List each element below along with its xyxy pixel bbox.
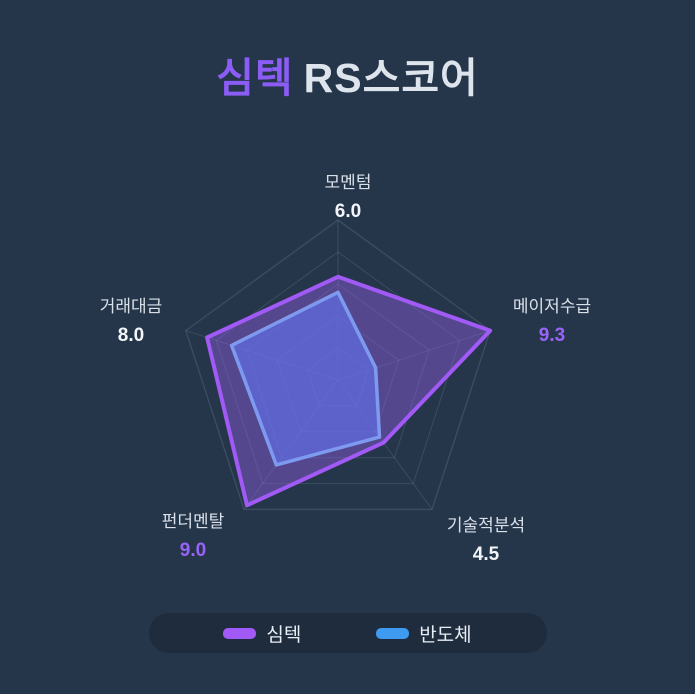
title-suffix: RS스코어 — [303, 55, 479, 101]
legend-swatch-blue — [376, 627, 410, 639]
axis-trading-value: 거래대금 8.0 — [100, 296, 163, 348]
axis-fundamental: 펀더멘탈 9.0 — [162, 511, 225, 563]
axis-value: 9.3 — [538, 325, 566, 347]
axis-value: 6.0 — [334, 201, 362, 223]
axis-label: 펀더멘탈 — [161, 512, 225, 531]
axis-label: 메이저수급 — [512, 297, 592, 316]
axis-label: 거래대금 — [99, 297, 163, 316]
axis-label: 모멘텀 — [324, 173, 372, 192]
axis-value: 9.0 — [179, 540, 207, 562]
legend-label: 반도체 — [419, 624, 472, 646]
legend-item-semiconductor[interactable]: 반도체 — [376, 620, 472, 647]
legend-item-simtech[interactable]: 심텍 — [223, 620, 301, 647]
axis-major-supply: 메이저수급 9.3 — [513, 296, 591, 348]
legend-label: 심텍 — [266, 624, 302, 646]
legend-swatch-purple — [223, 627, 257, 639]
legend: 심텍 반도체 — [148, 613, 547, 653]
axis-momentum: 모멘텀 6.0 — [325, 172, 372, 224]
axis-label: 기술적분석 — [446, 516, 526, 535]
axis-value: 4.5 — [472, 544, 500, 566]
axis-technical: 기술적분석 4.5 — [447, 515, 525, 567]
axis-value: 8.0 — [117, 325, 145, 347]
stock-name: 심텍 — [216, 55, 294, 101]
page-title: 심텍 RS스코어 — [0, 44, 695, 104]
